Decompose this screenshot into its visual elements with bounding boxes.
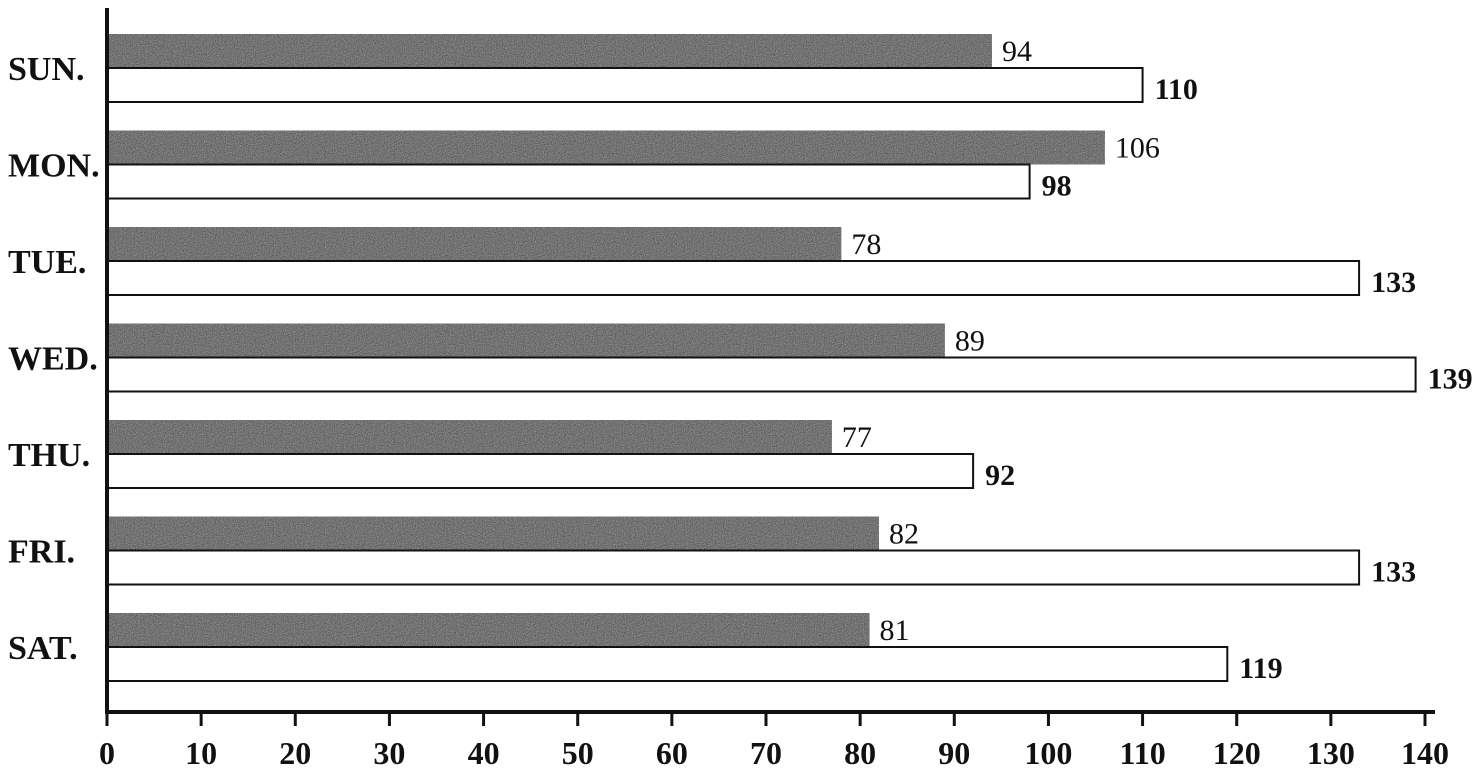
x-tick-label-30: 30 bbox=[373, 735, 405, 771]
category-label-tue: TUE. bbox=[8, 244, 86, 281]
data-label-dark-sun: 94 bbox=[1002, 35, 1032, 68]
data-label-dark-thu: 77 bbox=[842, 421, 872, 454]
x-tick-label-10: 10 bbox=[185, 735, 217, 771]
bar-dark-tue bbox=[107, 227, 842, 261]
category-label-thu: THU. bbox=[8, 437, 90, 474]
x-tick-label-140: 140 bbox=[1401, 735, 1449, 771]
data-label-light-mon: 98 bbox=[1042, 170, 1072, 203]
bars-group bbox=[106, 34, 1417, 682]
x-tick-label-20: 20 bbox=[279, 735, 311, 771]
category-label-sat: SAT. bbox=[8, 630, 78, 667]
data-label-dark-fri: 82 bbox=[889, 518, 919, 551]
axes-group bbox=[105, 8, 1435, 726]
x-tick-label-40: 40 bbox=[468, 735, 500, 771]
data-label-light-tue: 133 bbox=[1371, 266, 1416, 299]
x-tick-label-90: 90 bbox=[938, 735, 970, 771]
x-tick-label-130: 130 bbox=[1307, 735, 1355, 771]
bar-light-tue bbox=[106, 260, 1361, 296]
x-tick-label-50: 50 bbox=[562, 735, 594, 771]
data-label-light-thu: 92 bbox=[985, 459, 1015, 492]
x-tick-label-120: 120 bbox=[1213, 735, 1261, 771]
labels-group: 94 110 SUN. 106 98 MON. 78 133 TUE. 89 139 WED. 77 92… bbox=[8, 35, 1473, 771]
data-label-light-sat: 119 bbox=[1239, 652, 1282, 685]
x-tick-label-100: 100 bbox=[1024, 735, 1072, 771]
x-tick-label-70: 70 bbox=[750, 735, 782, 771]
bar-light-wed bbox=[106, 356, 1417, 393]
data-label-light-fri: 133 bbox=[1371, 556, 1416, 589]
data-label-dark-wed: 89 bbox=[955, 325, 985, 358]
bar-dark-sun bbox=[107, 34, 992, 68]
bar-light-fri bbox=[106, 549, 1361, 586]
data-label-dark-mon: 106 bbox=[1115, 132, 1160, 165]
x-tick-label-110: 110 bbox=[1119, 735, 1165, 771]
bar-light-sat bbox=[106, 646, 1229, 682]
category-label-wed: WED. bbox=[8, 341, 98, 378]
bar-light-thu bbox=[106, 453, 975, 489]
bar-dark-thu bbox=[107, 420, 832, 454]
bar-light-sun bbox=[106, 67, 1144, 103]
data-label-light-sun: 110 bbox=[1155, 73, 1198, 106]
bar-dark-wed bbox=[107, 323, 945, 358]
x-tick-label-60: 60 bbox=[656, 735, 688, 771]
bar-light-mon bbox=[106, 163, 1031, 200]
data-label-dark-tue: 78 bbox=[851, 228, 881, 261]
bar-dark-fri bbox=[107, 516, 879, 551]
data-label-light-wed: 139 bbox=[1428, 363, 1473, 396]
category-label-fri: FRI. bbox=[8, 534, 75, 571]
category-label-mon: MON. bbox=[8, 148, 100, 185]
x-tick-label-80: 80 bbox=[844, 735, 876, 771]
data-label-dark-sat: 81 bbox=[880, 614, 910, 647]
bar-dark-sat bbox=[107, 613, 870, 647]
category-label-sun: SUN. bbox=[8, 51, 85, 88]
x-tick-label-0: 0 bbox=[99, 735, 115, 771]
bar-dark-mon bbox=[107, 130, 1105, 165]
